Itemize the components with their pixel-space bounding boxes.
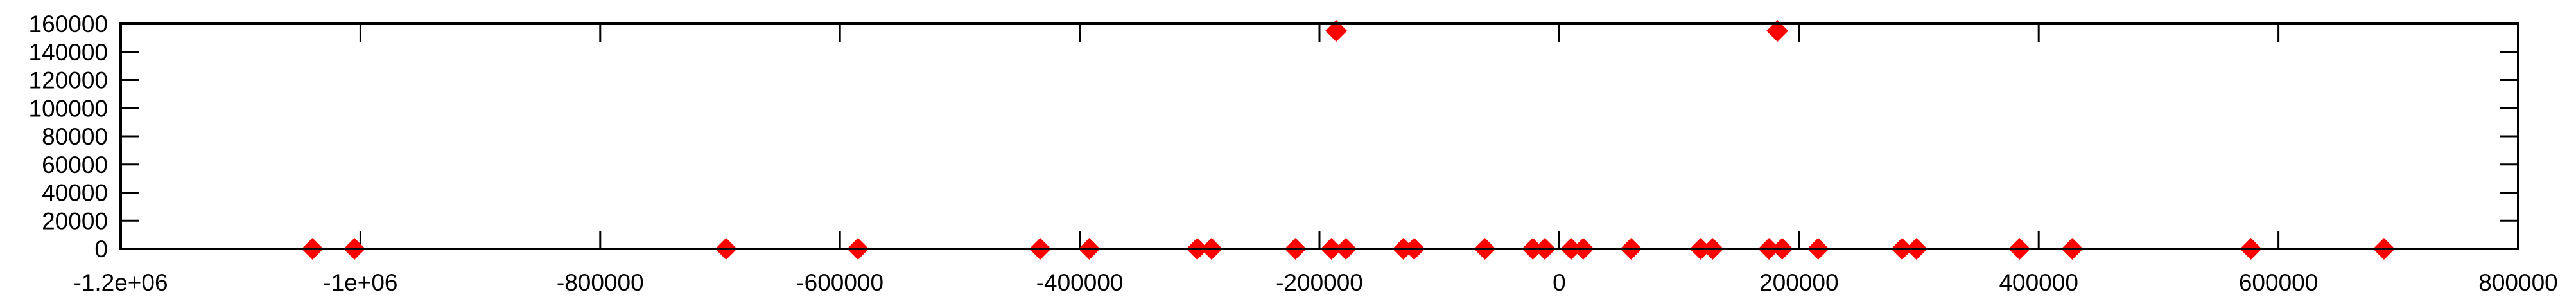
data-point [1325, 19, 1348, 42]
x-tick-label: -600000 [796, 269, 883, 296]
data-point [1766, 19, 1789, 42]
y-tick-label: 20000 [42, 208, 108, 234]
y-ticks [121, 22, 2518, 250]
x-tick-label: -400000 [1036, 269, 1124, 296]
y-tick-label: 0 [94, 236, 108, 262]
x-tick-label: 200000 [1759, 269, 1838, 296]
x-tick-label: 0 [1553, 269, 1566, 296]
x-tick-label: -1.2e+06 [73, 269, 168, 296]
y-tick-label: 40000 [42, 180, 108, 206]
y-tick-label: 60000 [42, 152, 108, 178]
x-tick-labels: -1.2e+06 -1e+06 -800000 -600000 -400000 -2000… [73, 269, 2557, 296]
y-tick-label: 80000 [42, 123, 108, 150]
plot-frame [119, 22, 2519, 250]
y-tick-label: 140000 [29, 39, 108, 66]
y-tick-label: 120000 [29, 68, 108, 94]
y-tick-labels: 0200004000060000800001000001200001400001… [29, 11, 108, 262]
x-ticks [119, 24, 2519, 249]
x-tick-label: 400000 [1999, 269, 2078, 296]
x-tick-label: 600000 [2239, 269, 2318, 296]
x-tick-label: -800000 [557, 269, 644, 296]
y-tick-label: 100000 [29, 95, 108, 122]
x-tick-label: 800000 [2478, 269, 2557, 296]
y-tick-label: 160000 [29, 11, 108, 37]
x-tick-label: -200000 [1276, 269, 1363, 296]
x-tick-label: -1e+06 [323, 269, 397, 296]
data-points [301, 19, 2395, 260]
